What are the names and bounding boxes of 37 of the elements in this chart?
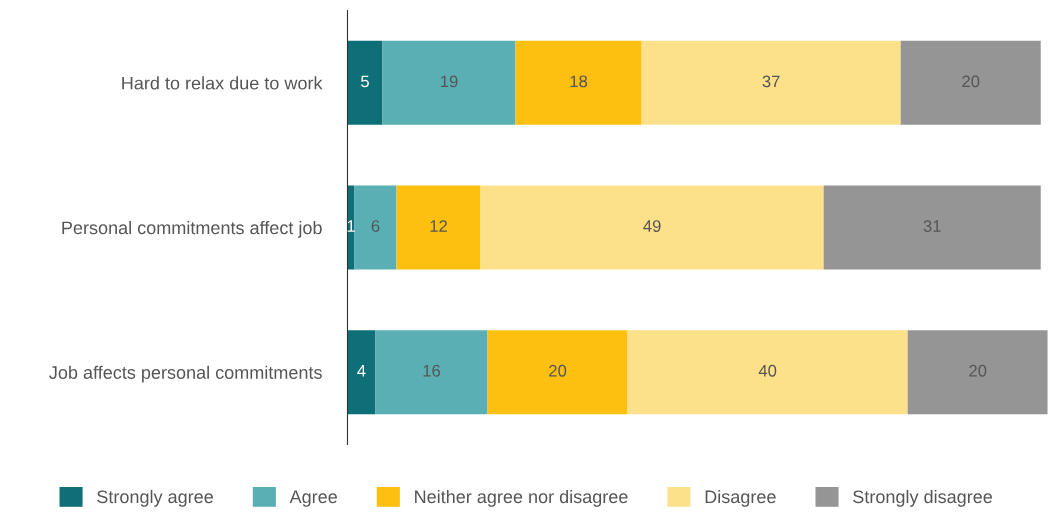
legend-label: Neither agree nor disagree [415, 489, 628, 507]
bar [627, 330, 908, 415]
data-label: 6 [371, 220, 380, 232]
bar [907, 330, 1048, 415]
y-tick-label: Job affects personal commitments [49, 365, 322, 383]
bar [347, 40, 383, 125]
data-label: 49 [643, 220, 661, 232]
bar [823, 185, 1041, 270]
data-label: 5 [361, 75, 369, 88]
data-label: 20 [549, 364, 567, 377]
bar [487, 330, 628, 415]
bar [900, 40, 1041, 125]
data-label: 4 [357, 365, 366, 377]
data-label: 20 [969, 364, 987, 377]
data-label: 19 [441, 75, 458, 88]
legend-label: Strongly disagree [853, 489, 992, 507]
bar [480, 185, 824, 270]
bar [641, 40, 901, 125]
bar [382, 40, 516, 125]
bar [347, 330, 376, 415]
data-label: 20 [962, 75, 980, 88]
y-tick-label: Hard to relax due to work [122, 76, 323, 90]
bar [354, 185, 397, 270]
legend-label: Strongly agree [97, 489, 213, 507]
data-label: 40 [758, 364, 777, 377]
data-label: 18 [570, 75, 588, 88]
bar [396, 185, 481, 270]
data-label: 1 [347, 220, 355, 232]
legend-label: Disagree [705, 489, 776, 507]
legend-label: Agree [289, 490, 337, 507]
data-label: 16 [423, 364, 441, 377]
data-label: 37 [762, 75, 780, 88]
bar [515, 40, 642, 125]
data-label: 31 [923, 220, 941, 232]
data-label: 12 [430, 220, 447, 232]
y-tick-label: Personal commitments affect job [62, 220, 322, 238]
bar [375, 330, 488, 415]
